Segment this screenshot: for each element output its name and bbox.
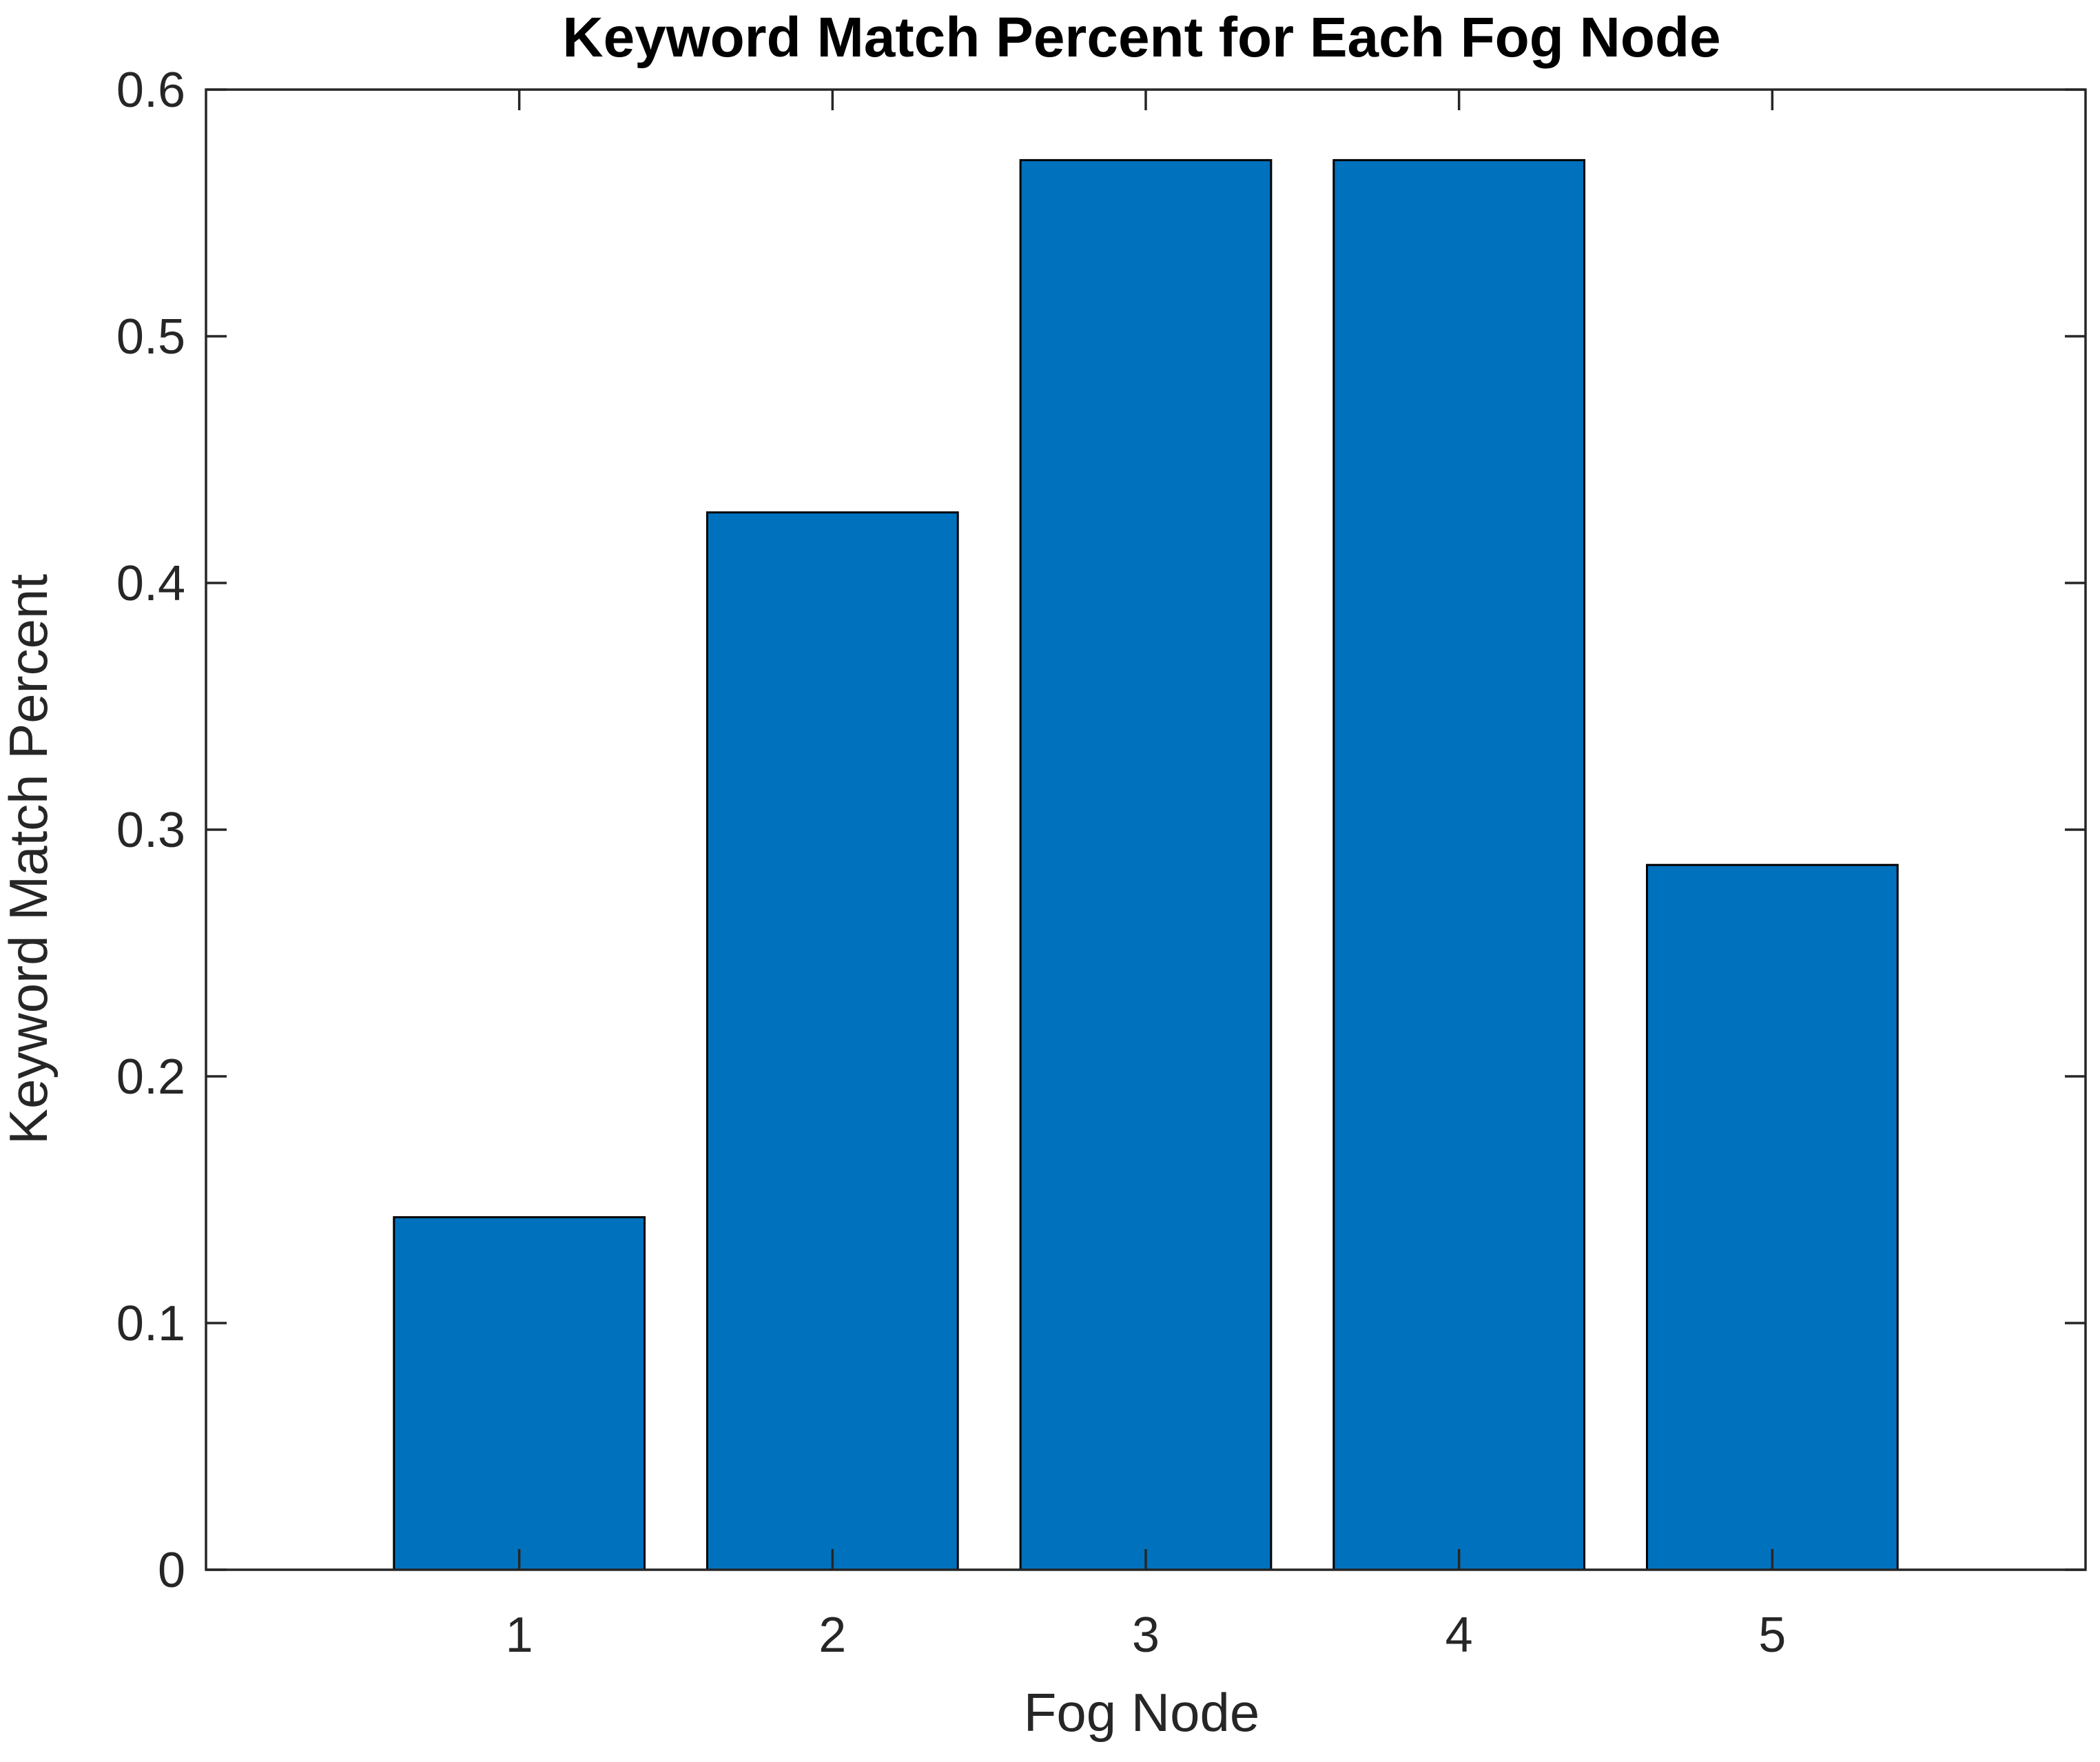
y-tick-label: 0.1 (116, 1296, 185, 1351)
y-axis-title: Keyword Match Percent (0, 574, 59, 1145)
x-tick-label: 4 (1445, 1608, 1473, 1663)
x-tick-label: 3 (1132, 1608, 1160, 1663)
bar-node-1 (393, 1216, 646, 1571)
bars-layer (393, 158, 1899, 1571)
x-tick-label: 2 (819, 1608, 846, 1663)
y-tick-label: 0 (158, 1543, 185, 1598)
bar-node-2 (706, 511, 959, 1571)
y-tick-label: 0.2 (116, 1049, 185, 1105)
y-tick-label: 0.4 (116, 556, 185, 611)
y-tick-label: 0.3 (116, 803, 185, 858)
x-axis-title: Fog Node (1024, 1682, 1260, 1743)
chart-title: Keyword Match Percent for Each Fog Node (562, 6, 1720, 69)
y-tick-label: 0.6 (116, 63, 185, 118)
y-tick-label: 0.5 (116, 309, 185, 365)
x-tick-label: 1 (506, 1608, 533, 1663)
bar-node-3 (1019, 158, 1273, 1571)
x-tick-label: 5 (1758, 1608, 1786, 1663)
ticks-layer: 0 0.1 0.2 0.3 0.4 0.5 0.6 1 2 3 4 5 (116, 63, 2086, 1663)
bar-node-4 (1332, 158, 1586, 1571)
bar-node-5 (1645, 863, 1899, 1571)
